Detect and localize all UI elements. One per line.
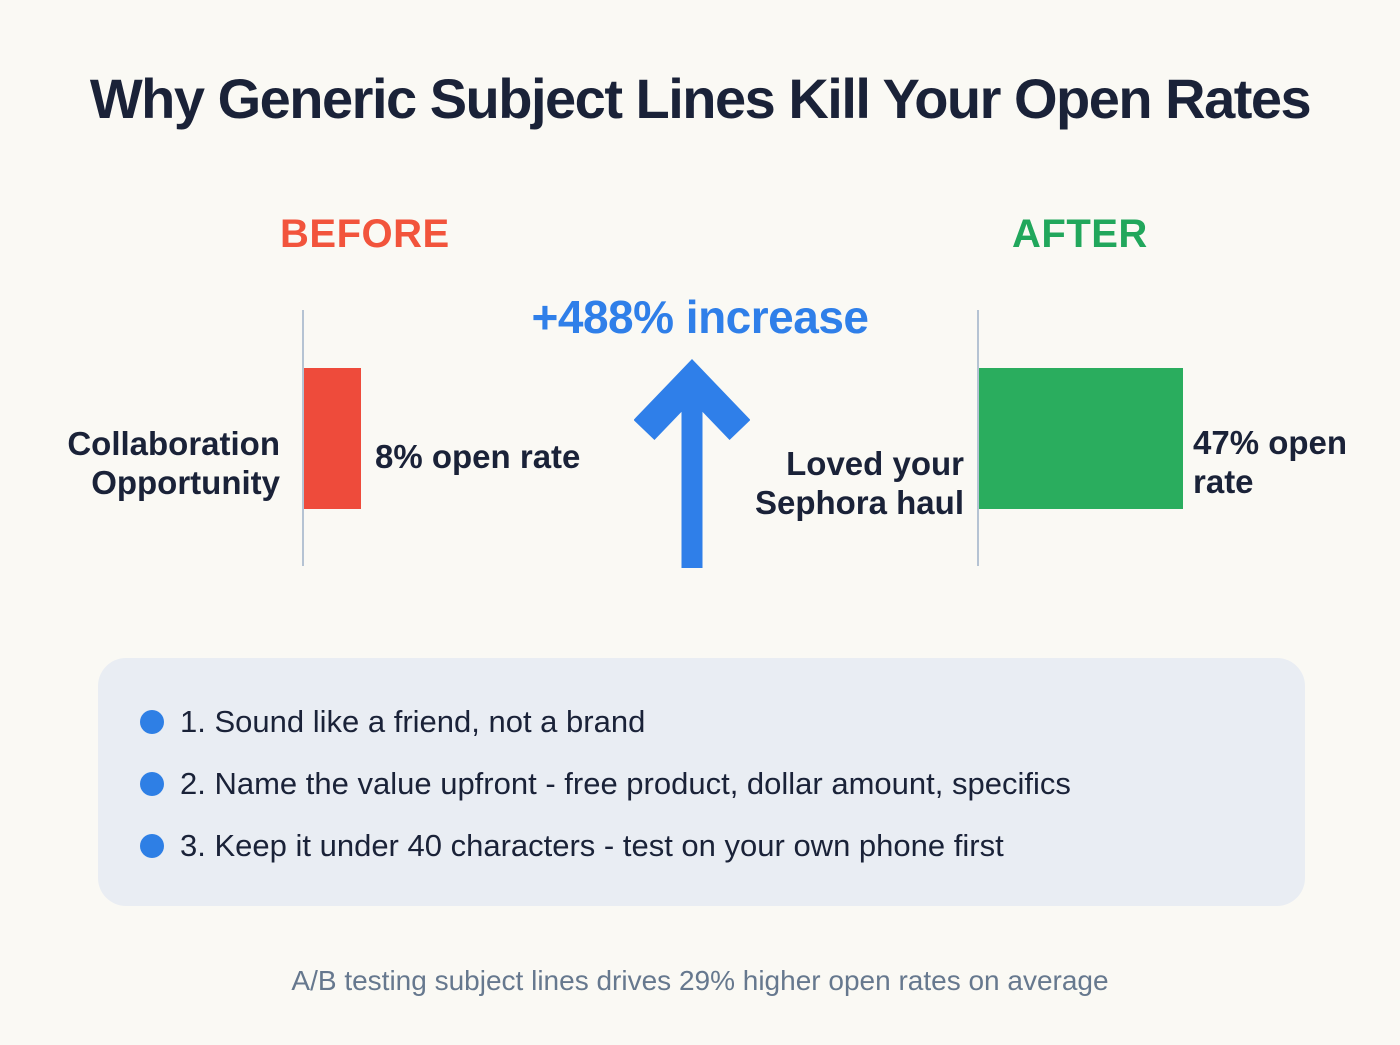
footer-note: A/B testing subject lines drives 29% hig… bbox=[291, 965, 1109, 996]
before-axis-line bbox=[302, 310, 304, 566]
before-label: BEFORE bbox=[280, 212, 450, 256]
bullet-icon bbox=[140, 710, 164, 734]
tip-item: 2. Name the value upfront - free product… bbox=[98, 762, 1305, 806]
after-bar bbox=[979, 368, 1183, 509]
tips-panel: 1. Sound like a friend, not a brand 2. N… bbox=[98, 658, 1305, 906]
tip-label: 2. Name the value upfront - free product… bbox=[180, 766, 1071, 801]
bullet-icon bbox=[140, 834, 164, 858]
tip-item: 3. Keep it under 40 characters - test on… bbox=[98, 824, 1305, 868]
after-subject-label: Loved your Sephora haul bbox=[754, 445, 964, 521]
after-axis-line bbox=[977, 310, 979, 566]
bullet-icon bbox=[140, 772, 164, 796]
before-open-rate-label: 8% open rate bbox=[375, 438, 581, 475]
tip-label: 3. Keep it under 40 characters - test on… bbox=[180, 828, 1004, 863]
before-subject-label: Collaboration Opportunity bbox=[67, 425, 280, 501]
after-label: AFTER bbox=[1012, 212, 1148, 256]
before-bar bbox=[304, 368, 361, 509]
up-arrow-icon bbox=[634, 359, 750, 568]
after-open-rate-label: 47% open rate bbox=[1193, 424, 1348, 500]
page-title: Why Generic Subject Lines Kill Your Open… bbox=[89, 67, 1312, 130]
tip-label: 1. Sound like a friend, not a brand bbox=[180, 704, 646, 739]
increase-label: +488% increase bbox=[531, 291, 870, 343]
tip-item: 1. Sound like a friend, not a brand bbox=[98, 700, 1305, 744]
